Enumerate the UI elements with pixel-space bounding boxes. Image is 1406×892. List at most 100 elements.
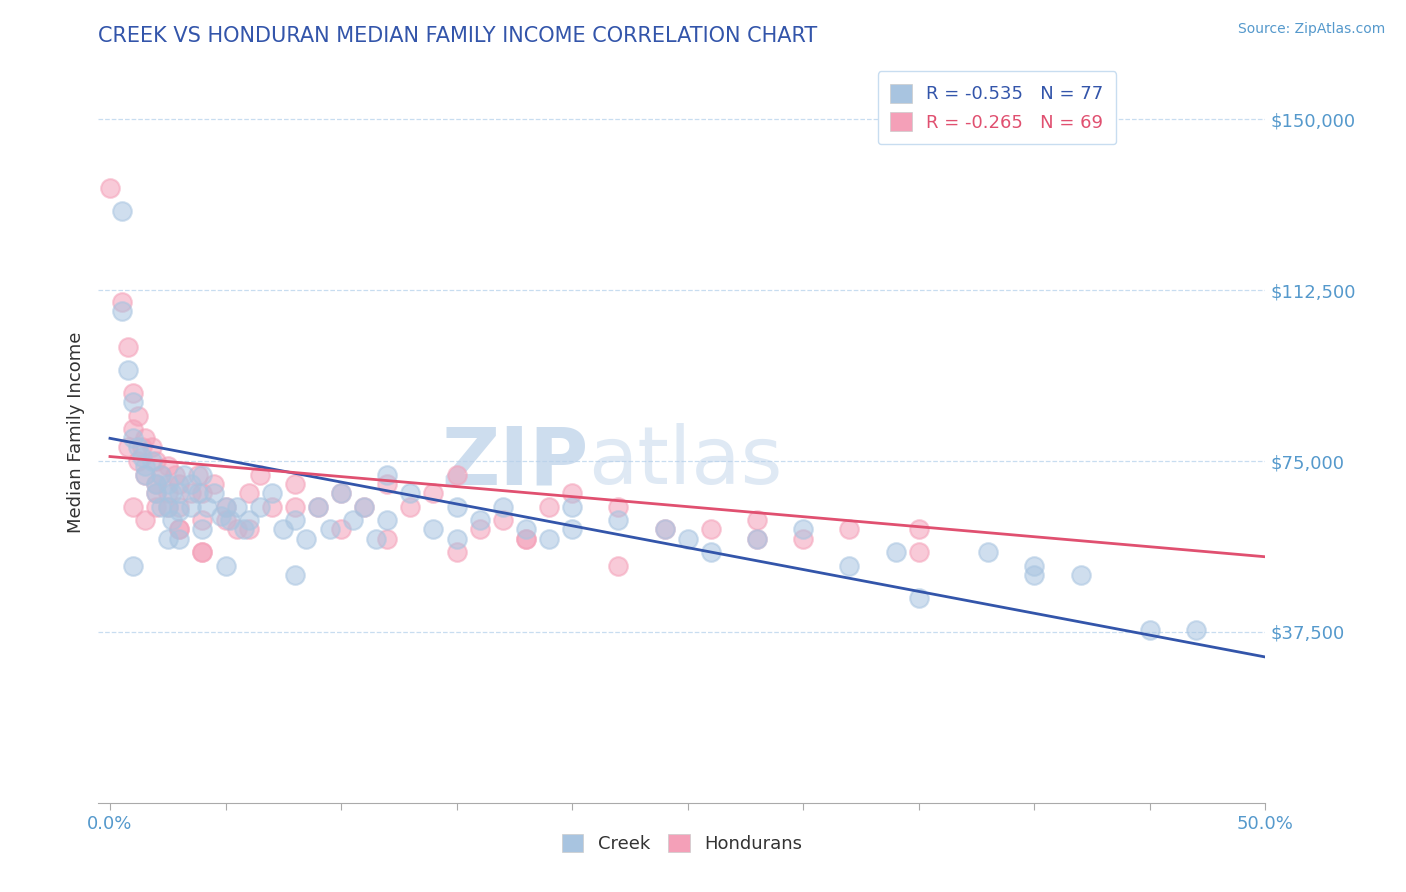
Point [307, 500, 329, 514]
Point [607, 500, 630, 514]
Point [492, 500, 515, 514]
Point [169, 476, 191, 491]
Point [195, 500, 218, 514]
Point [238, 486, 260, 500]
Point [284, 513, 307, 527]
Point [838, 558, 860, 573]
Point [127, 454, 149, 468]
Point [353, 500, 375, 514]
Point [907, 523, 929, 537]
Point [907, 545, 929, 559]
Point [284, 476, 307, 491]
Point [676, 532, 699, 546]
Point [1185, 623, 1208, 637]
Point [607, 513, 630, 527]
Point [330, 523, 353, 537]
Point [117, 441, 139, 455]
Point [515, 532, 537, 546]
Point [169, 504, 191, 518]
Point [607, 558, 630, 573]
Point [1024, 558, 1046, 573]
Point [249, 467, 271, 482]
Text: CREEK VS HONDURAN MEDIAN FAMILY INCOME CORRELATION CHART: CREEK VS HONDURAN MEDIAN FAMILY INCOME C… [98, 26, 818, 45]
Point [156, 500, 179, 514]
Point [307, 500, 329, 514]
Point [214, 558, 236, 573]
Point [134, 431, 156, 445]
Point [169, 486, 191, 500]
Point [318, 523, 340, 537]
Point [145, 486, 167, 500]
Point [364, 532, 387, 546]
Point [375, 467, 398, 482]
Point [422, 486, 444, 500]
Point [122, 500, 145, 514]
Point [492, 513, 515, 527]
Point [163, 467, 186, 482]
Point [745, 513, 768, 527]
Point [162, 513, 184, 527]
Point [214, 500, 236, 514]
Point [169, 523, 191, 537]
Point [191, 467, 214, 482]
Point [209, 508, 232, 523]
Point [654, 523, 676, 537]
Point [342, 513, 364, 527]
Point [156, 486, 179, 500]
Point [515, 523, 537, 537]
Point [110, 203, 132, 218]
Point [249, 500, 271, 514]
Point [134, 467, 156, 482]
Point [792, 523, 814, 537]
Text: atlas: atlas [589, 423, 783, 501]
Point [122, 395, 145, 409]
Point [110, 294, 132, 309]
Point [141, 454, 163, 468]
Point [446, 500, 468, 514]
Point [145, 476, 167, 491]
Point [907, 591, 929, 605]
Point [446, 467, 468, 482]
Point [131, 441, 153, 455]
Point [838, 523, 860, 537]
Point [330, 486, 353, 500]
Point [792, 532, 814, 546]
Point [149, 467, 172, 482]
Point [127, 441, 149, 455]
Point [214, 513, 236, 527]
Point [169, 523, 191, 537]
Point [260, 486, 283, 500]
Point [134, 513, 156, 527]
Point [260, 500, 283, 514]
Point [202, 486, 225, 500]
Point [169, 500, 191, 514]
Point [238, 513, 260, 527]
Point [353, 500, 375, 514]
Point [745, 532, 768, 546]
Point [700, 545, 723, 559]
Point [145, 500, 167, 514]
Y-axis label: Median Family Income: Median Family Income [66, 332, 84, 533]
Point [117, 340, 139, 354]
Point [156, 476, 179, 491]
Point [226, 500, 249, 514]
Point [884, 545, 907, 559]
Point [399, 500, 422, 514]
Point [284, 500, 307, 514]
Point [399, 486, 422, 500]
Point [375, 476, 398, 491]
Point [149, 467, 172, 482]
Point [271, 523, 294, 537]
Point [180, 476, 202, 491]
Legend: Creek, Hondurans: Creek, Hondurans [554, 827, 810, 861]
Point [187, 486, 209, 500]
Point [375, 532, 398, 546]
Point [191, 486, 214, 500]
Point [122, 422, 145, 436]
Point [156, 532, 179, 546]
Point [561, 500, 583, 514]
Point [180, 500, 202, 514]
Point [446, 545, 468, 559]
Point [145, 454, 167, 468]
Point [110, 303, 132, 318]
